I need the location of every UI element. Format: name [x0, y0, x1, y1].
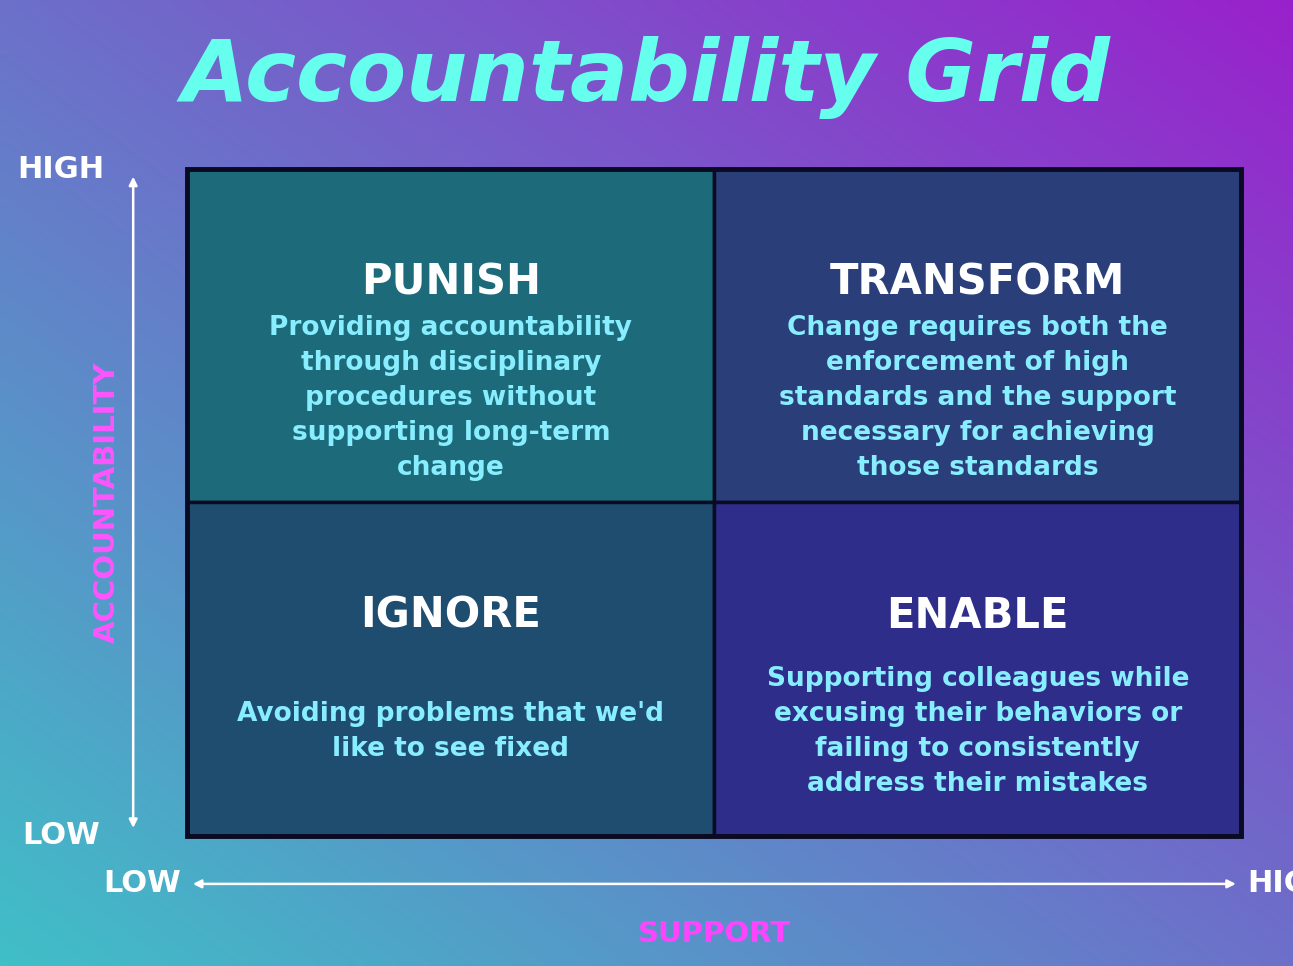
Bar: [714, 169, 1241, 502]
Text: Accountability Grid: Accountability Grid: [182, 36, 1111, 119]
Text: PUNISH: PUNISH: [361, 262, 540, 303]
Text: SUPPORT: SUPPORT: [637, 921, 791, 948]
Bar: [187, 502, 714, 836]
Bar: [714, 502, 1241, 836]
Text: Supporting colleagues while
excusing their behaviors or
failing to consistently
: Supporting colleagues while excusing the…: [767, 667, 1190, 797]
Text: ENABLE: ENABLE: [887, 595, 1069, 637]
Bar: [187, 169, 1241, 836]
Text: LOW: LOW: [103, 869, 181, 898]
Text: HIGH: HIGH: [1248, 869, 1293, 898]
Text: ACCOUNTABILITY: ACCOUNTABILITY: [93, 361, 122, 643]
Text: LOW: LOW: [22, 821, 100, 850]
Text: IGNORE: IGNORE: [361, 595, 542, 637]
Text: TRANSFORM: TRANSFORM: [830, 262, 1125, 303]
Text: Avoiding problems that we'd
like to see fixed: Avoiding problems that we'd like to see …: [238, 701, 665, 762]
Text: Change requires both the
enforcement of high
standards and the support
necessary: Change requires both the enforcement of …: [780, 316, 1177, 481]
Text: Providing accountability
through disciplinary
procedures without
supporting long: Providing accountability through discipl…: [269, 316, 632, 481]
Text: HIGH: HIGH: [17, 155, 105, 184]
Bar: [187, 169, 714, 502]
